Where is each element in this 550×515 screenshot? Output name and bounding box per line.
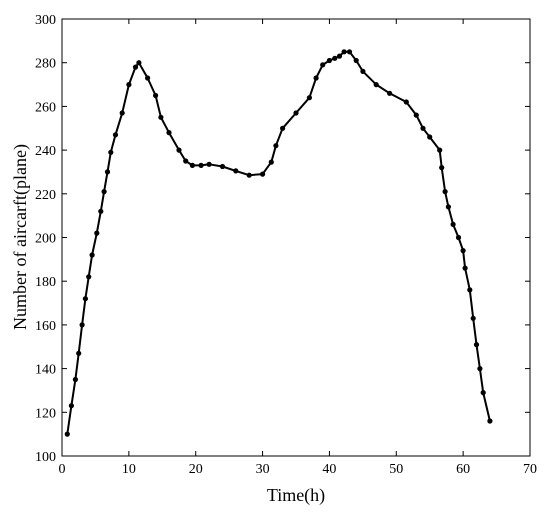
data-point (427, 134, 433, 140)
data-point (104, 169, 111, 175)
data-point (403, 99, 409, 105)
data-point (108, 149, 114, 155)
data-point (460, 248, 466, 254)
data-point (98, 208, 104, 214)
data-point (487, 418, 493, 424)
data-point (268, 159, 274, 165)
data-point (413, 112, 419, 118)
x-tick-label: 10 (122, 462, 136, 477)
y-tick-label: 200 (35, 232, 56, 247)
y-axis-title: Number of aircarft(plane) (10, 144, 31, 330)
data-point (166, 130, 172, 136)
data-point (183, 158, 189, 164)
data-point (260, 171, 266, 177)
y-tick-label: 140 (35, 363, 56, 378)
x-tick-label: 30 (256, 462, 270, 477)
data-point (112, 132, 119, 138)
data-point (320, 62, 326, 68)
data-point (442, 189, 448, 195)
data-point (313, 75, 319, 81)
y-tick-label: 260 (35, 100, 56, 115)
data-point (326, 57, 332, 64)
data-point (119, 110, 125, 116)
data-point (132, 64, 139, 70)
data-point (89, 252, 95, 258)
data-point (439, 165, 445, 171)
data-point (473, 342, 480, 348)
x-tick-label: 40 (322, 462, 336, 477)
data-point (280, 125, 286, 131)
data-point (360, 68, 366, 74)
x-axis-ticks: 0 10 20 30 40 50 60 70 (59, 19, 537, 477)
data-point (445, 204, 451, 210)
data-point (68, 403, 74, 409)
x-tick-label: 0 (59, 462, 66, 477)
data-point (86, 274, 92, 280)
data-point (462, 265, 468, 271)
x-axis-title: Time(h) (267, 485, 325, 506)
data-point (198, 162, 204, 168)
data-point (353, 57, 359, 64)
x-tick-label: 20 (189, 462, 203, 477)
y-tick-label: 120 (35, 406, 56, 421)
y-tick-label: 160 (35, 319, 56, 334)
y-tick-label: 220 (35, 188, 56, 203)
data-point (82, 296, 88, 302)
data-point (336, 53, 343, 59)
data-point (437, 147, 443, 153)
data-point (450, 221, 456, 227)
data-point (76, 350, 82, 356)
data-point (246, 172, 252, 178)
series-layer (64, 49, 493, 437)
data-point (341, 49, 347, 55)
data-point (373, 82, 379, 88)
data-point (420, 125, 426, 131)
data-point (206, 161, 212, 167)
data-point (273, 143, 279, 149)
x-tick-label: 50 (389, 462, 403, 477)
data-point (145, 75, 151, 81)
data-point (467, 287, 473, 293)
data-point (176, 147, 182, 153)
data-point (101, 189, 107, 195)
y-tick-label: 180 (35, 275, 56, 290)
data-point (189, 162, 195, 168)
data-point (293, 110, 299, 116)
data-point (306, 95, 312, 101)
data-point (64, 431, 70, 437)
data-point (480, 390, 486, 396)
data-point (387, 90, 393, 96)
y-tick-label: 280 (35, 57, 56, 72)
x-tick-label: 60 (456, 462, 470, 477)
data-point (153, 92, 159, 99)
data-point (332, 55, 338, 61)
data-point (455, 234, 462, 241)
data-point (158, 114, 164, 120)
data-point (470, 315, 476, 321)
y-axis-ticks: 100 120 140 160 180 200 220 240 260 280 300 (35, 13, 530, 465)
data-point (233, 168, 239, 174)
data-point (79, 322, 85, 328)
y-tick-label: 240 (35, 144, 56, 159)
series-line (66, 50, 491, 435)
data-point (136, 60, 142, 66)
data-point (72, 376, 78, 383)
data-point (346, 49, 353, 55)
y-tick-label: 100 (35, 450, 56, 465)
data-point (477, 366, 483, 372)
data-point (94, 230, 100, 236)
data-point (126, 82, 132, 88)
x-tick-label: 70 (523, 462, 537, 477)
y-tick-label: 300 (35, 13, 56, 28)
data-point (219, 163, 226, 170)
